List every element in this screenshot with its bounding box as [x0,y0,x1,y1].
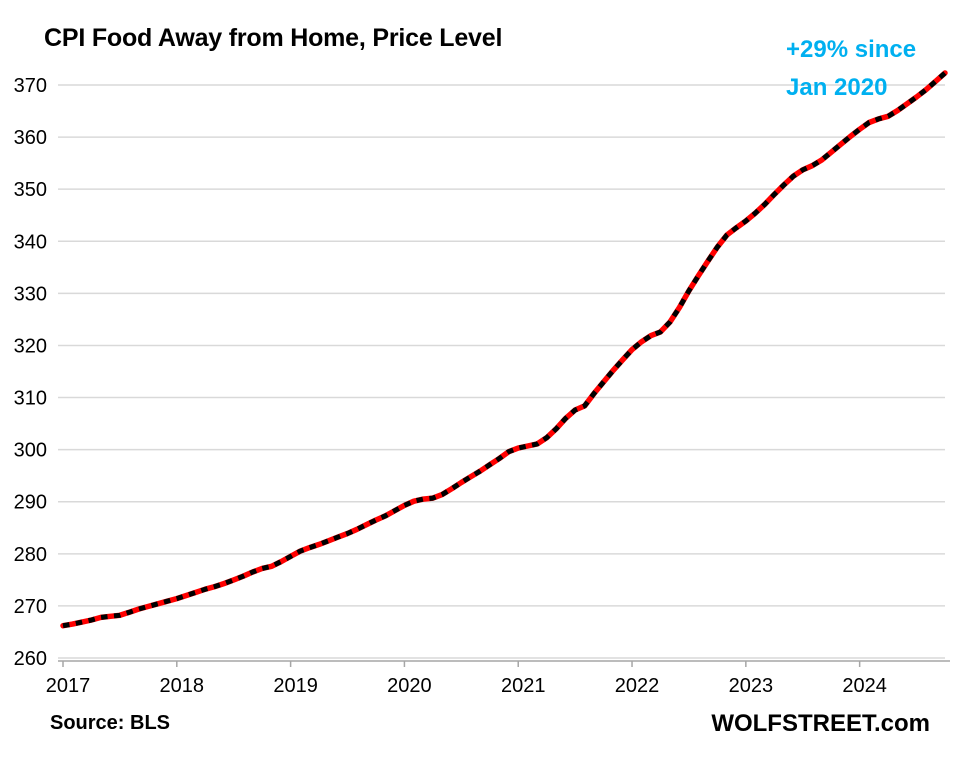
growth-annotation-line1: +29% since [786,36,917,63]
x-tick-label: 2022 [615,675,660,697]
y-tick-label: 360 [14,127,47,149]
x-tick-label: 2019 [273,675,318,697]
x-tick-label: 2020 [387,675,432,697]
x-tick-label: 2018 [160,675,205,697]
y-tick-label: 320 [14,335,47,357]
growth-annotation: +29% since Jan 2020 [786,31,916,107]
y-tick-label: 350 [14,179,47,201]
y-tick-label: 340 [14,231,47,253]
y-tick-label: 310 [14,388,47,410]
growth-annotation-line2: Jan 2020 [786,74,888,101]
cpi-line-red [60,70,948,629]
chart-title: CPI Food Away from Home, Price Level [44,24,503,52]
x-tick-label: 2017 [46,675,91,697]
source-label: Source: BLS [50,712,171,734]
y-tick-label: 280 [14,544,47,566]
y-tick-label: 330 [14,283,47,305]
branding-label: WOLFSTREET.com [711,710,930,737]
y-tick-label: 290 [14,492,47,514]
cpi-line-dashes [62,71,947,629]
x-tick-label: 2023 [729,675,774,697]
y-tick-label: 300 [14,440,47,462]
x-tick-label: 2024 [842,675,887,697]
y-tick-label: 270 [14,596,47,618]
y-tick-label: 260 [14,648,47,670]
y-tick-label: 370 [14,75,47,97]
x-tick-label: 2021 [501,675,546,697]
